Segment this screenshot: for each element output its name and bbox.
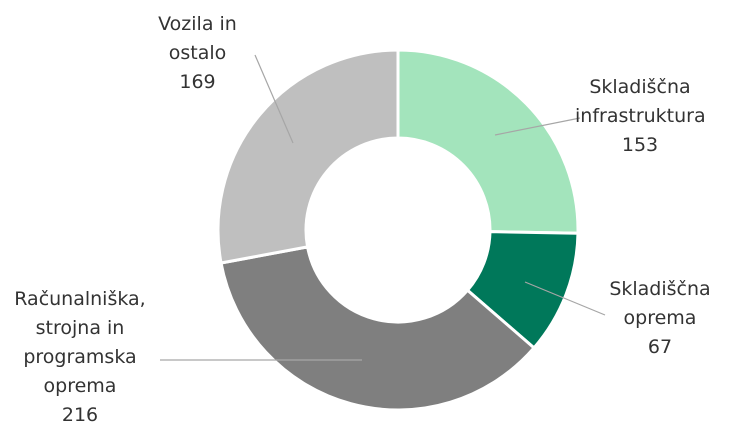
slice-label: Računalniška, strojna in programska opre… (5, 285, 155, 430)
slice-label: Vozila in ostalo 169 (140, 10, 255, 97)
slice-label: Skladiščna infrastruktura 153 (575, 73, 706, 160)
leader-line (254, 54, 294, 144)
leader-line (494, 117, 581, 136)
donut-slice (216, 48, 400, 265)
category-label: Skladiščna oprema (609, 278, 711, 329)
leader-line (524, 281, 606, 316)
value-label: 67 (647, 336, 673, 358)
donut-slice (396, 48, 580, 235)
category-label: Skladiščna infrastruktura (575, 76, 706, 127)
value-label: 216 (61, 404, 99, 426)
category-label: Vozila in ostalo (158, 13, 237, 64)
value-label: 169 (179, 71, 216, 93)
value-label: 153 (621, 134, 659, 156)
slice-label: Skladiščna oprema 67 (600, 275, 720, 362)
category-label: Računalniška, strojna in programska opre… (14, 288, 146, 397)
donut-slice (219, 245, 537, 412)
